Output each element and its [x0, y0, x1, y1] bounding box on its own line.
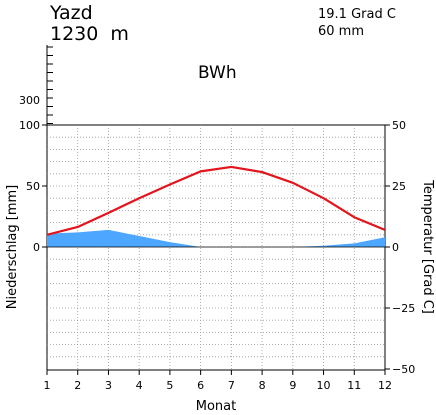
x-tick-label: 2: [74, 379, 81, 392]
x-tick-label: 3: [105, 379, 112, 392]
right-axis-title: Temperatur [Grad C]: [420, 179, 435, 314]
x-tick-label: 8: [259, 379, 266, 392]
x-tick-label: 9: [289, 379, 296, 392]
left-tick-label: 0: [33, 241, 40, 254]
temperature-line: [46, 165, 386, 236]
right-tick-label: 0: [392, 241, 399, 254]
x-tick-label: 10: [317, 379, 331, 392]
station-elevation: 1230 m: [50, 23, 129, 45]
x-tick-label: 6: [197, 379, 204, 392]
x-tick-label: 12: [378, 379, 392, 392]
left-extension-label: 300: [19, 94, 40, 107]
right-tick-label: 25: [392, 180, 406, 193]
right-tick-label: −50: [392, 363, 415, 376]
right-tick-label: −25: [392, 302, 415, 315]
x-tick-label: 4: [136, 379, 143, 392]
axes: [42, 45, 390, 375]
x-tick-label: 11: [347, 379, 361, 392]
precipitation-area: [47, 229, 385, 247]
temperature-line-layer: [46, 165, 386, 236]
station-name: Yazd: [49, 2, 93, 24]
mean-temperature: 19.1 Grad C: [318, 7, 396, 22]
x-axis-title: Monat: [196, 399, 236, 414]
left-tick-label: 100: [19, 119, 40, 132]
grid: [46, 124, 386, 371]
x-tick-label: 7: [228, 379, 235, 392]
left-axis-title: Niederschlag [mm]: [5, 185, 20, 310]
left-tick-label: 50: [26, 180, 40, 193]
x-tick-label: 5: [166, 379, 173, 392]
precipitation-area-layer: [47, 229, 385, 247]
right-tick-label: 50: [392, 119, 406, 132]
x-tick-label: 1: [44, 379, 51, 392]
annual-precipitation: 60 mm: [318, 24, 364, 39]
climate-class: BWh: [198, 63, 237, 83]
